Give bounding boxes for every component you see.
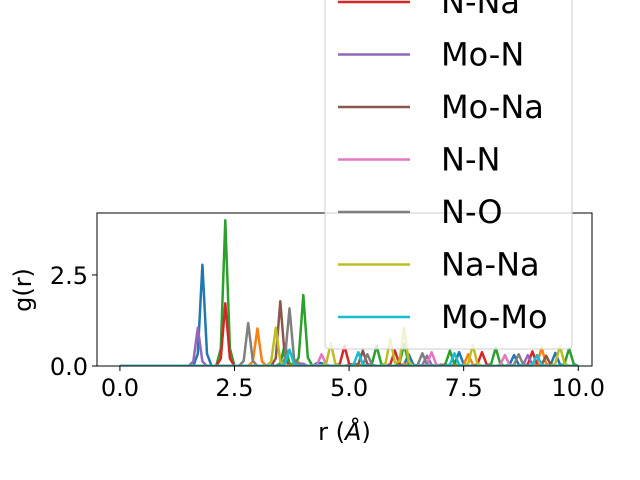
legend-box	[324, 0, 573, 350]
y-axis: 0.0 2.5	[50, 262, 97, 381]
x-tick-label: 5.0	[330, 374, 368, 402]
x-axis-label-unit: Å	[343, 417, 361, 446]
series-line-n-n	[119, 350, 579, 366]
legend-label: Na-Na	[441, 246, 540, 284]
legend-label: Mo-Mo	[441, 298, 548, 336]
legend: N-Na Mo-N Mo-Na N-N N-O Na-Na Mo-Mo	[324, 0, 573, 350]
series-line-mo-o	[119, 263, 579, 366]
series-line-mo-n	[119, 326, 579, 366]
x-axis-label: r (Å)	[318, 417, 371, 446]
legend-label: N-N	[441, 141, 500, 179]
legend-label: N-Na	[441, 0, 520, 21]
legend-label: Mo-Na	[441, 88, 544, 126]
x-axis: 0.0 2.5 5.0 7.5 10.0	[101, 366, 605, 402]
x-axis-label-main: r (	[318, 418, 345, 446]
x-tick-label: 7.5	[445, 374, 483, 402]
x-tick-label: 0.0	[101, 374, 139, 402]
legend-label: N-O	[441, 193, 503, 231]
series-line-o-o	[119, 219, 579, 366]
series-line-n-na	[119, 302, 579, 366]
legend-label: Mo-N	[441, 36, 524, 74]
x-axis-label-close: )	[361, 418, 370, 446]
x-tick-label: 2.5	[215, 374, 253, 402]
y-tick-label: 2.5	[50, 262, 88, 290]
y-axis-label: g(r)	[9, 268, 37, 312]
y-tick-label: 0.0	[50, 353, 88, 381]
x-tick-label: 10.0	[552, 374, 605, 402]
